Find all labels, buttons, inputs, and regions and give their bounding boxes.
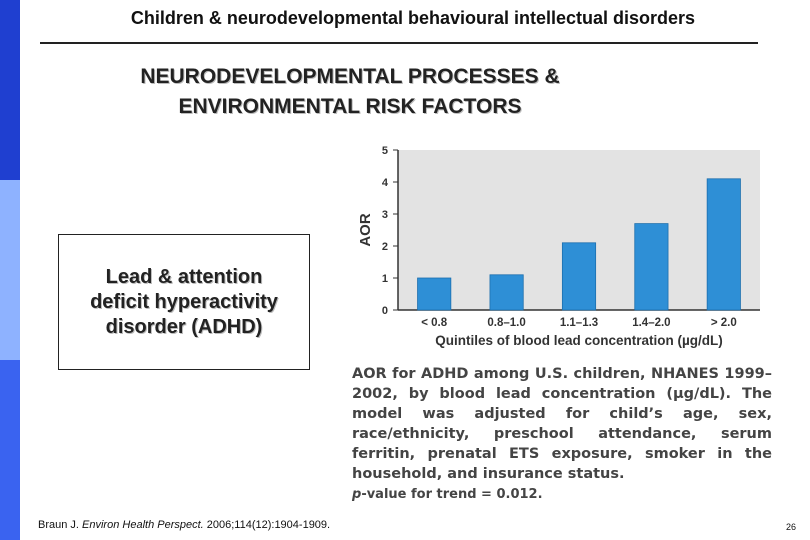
sidebar-band-top xyxy=(0,0,20,180)
chart-x-tick-label: 1.4–2.0 xyxy=(632,317,670,329)
slide-header: Children & neurodevelopmental behavioura… xyxy=(130,8,696,28)
callout-line-2: deficit hyperactivity xyxy=(90,290,278,313)
aor-bar-chart: 0 1 2 3 4 5 < 0.8 0.8–1.0 1.1–1.3 1.4–2.0 > 2.0 A… xyxy=(340,138,770,360)
citation-journal: Environ Health Perspect. xyxy=(82,519,204,531)
callout-line-3: disorder (ADHD) xyxy=(105,315,263,338)
chart-bars xyxy=(417,178,741,311)
chart-x-ticks: < 0.8 0.8–1.0 1.1–1.3 1.4–2.0 > 2.0 xyxy=(421,317,737,329)
chart-y-tick-label: 1 xyxy=(382,273,388,285)
chart-bar xyxy=(417,277,452,311)
page-number: 26 xyxy=(785,522,796,532)
chart-x-axis-label: Quintiles of blood lead concentration (µ… xyxy=(435,333,723,348)
slide-title-line-1: NEURODEVELOPMENTAL PROCESSES & xyxy=(140,65,560,88)
chart-y-tick-label: 4 xyxy=(382,177,389,189)
chart-bar xyxy=(706,178,741,311)
slide-title-line-2: ENVIRONMENTAL RISK FACTORS xyxy=(178,95,522,118)
sidebar-band-bottom xyxy=(0,360,20,540)
slide-title: NEURODEVELOPMENTAL PROCESSES & ENVIRONME… xyxy=(60,62,640,122)
caption-text: AOR for ADHD among U.S. children, NHANES… xyxy=(352,366,772,482)
figure-caption: AOR for ADHD among U.S. children, NHANES… xyxy=(352,364,772,505)
callout-box: Lead & attention deficit hyperactivity d… xyxy=(58,234,310,370)
citation: Braun J. Environ Health Perspect. 2006;1… xyxy=(38,519,330,531)
chart-y-tick-label: 0 xyxy=(382,305,388,317)
chart-bar xyxy=(561,242,597,311)
chart-y-tick-label: 2 xyxy=(382,241,388,253)
chart-x-tick-label: < 0.8 xyxy=(421,317,448,329)
caption-pvalue-rest: -value for trend = 0.012. xyxy=(361,487,543,502)
chart-y-tick-label: 3 xyxy=(382,209,388,221)
chart-bar xyxy=(634,223,669,311)
chart-x-tick-label: 1.1–1.3 xyxy=(560,317,598,329)
chart-y-tick-label: 5 xyxy=(382,145,388,157)
chart-bar xyxy=(489,274,524,311)
chart-y-ticks: 0 1 2 3 4 5 xyxy=(382,145,398,317)
callout-text: Lead & attention deficit hyperactivity d… xyxy=(74,265,294,340)
caption-pvalue-prefix: p xyxy=(352,487,362,502)
chart-x-tick-label: > 2.0 xyxy=(711,317,737,329)
chart-y-axis-label: AOR xyxy=(357,213,374,247)
citation-prefix: Braun J. xyxy=(38,519,83,531)
header-divider xyxy=(40,42,758,44)
chart-svg: 0 1 2 3 4 5 < 0.8 0.8–1.0 1.1–1.3 1.4–2.0 > 2.0 A… xyxy=(357,145,760,348)
chart-x-tick-label: 0.8–1.0 xyxy=(487,317,525,329)
caption-pvalue: p-value for trend = 0.012. xyxy=(352,485,772,505)
callout-line-1: Lead & attention xyxy=(105,265,263,288)
sidebar-band-middle xyxy=(0,180,20,360)
citation-suffix: 2006;114(12):1904-1909. xyxy=(203,519,331,531)
